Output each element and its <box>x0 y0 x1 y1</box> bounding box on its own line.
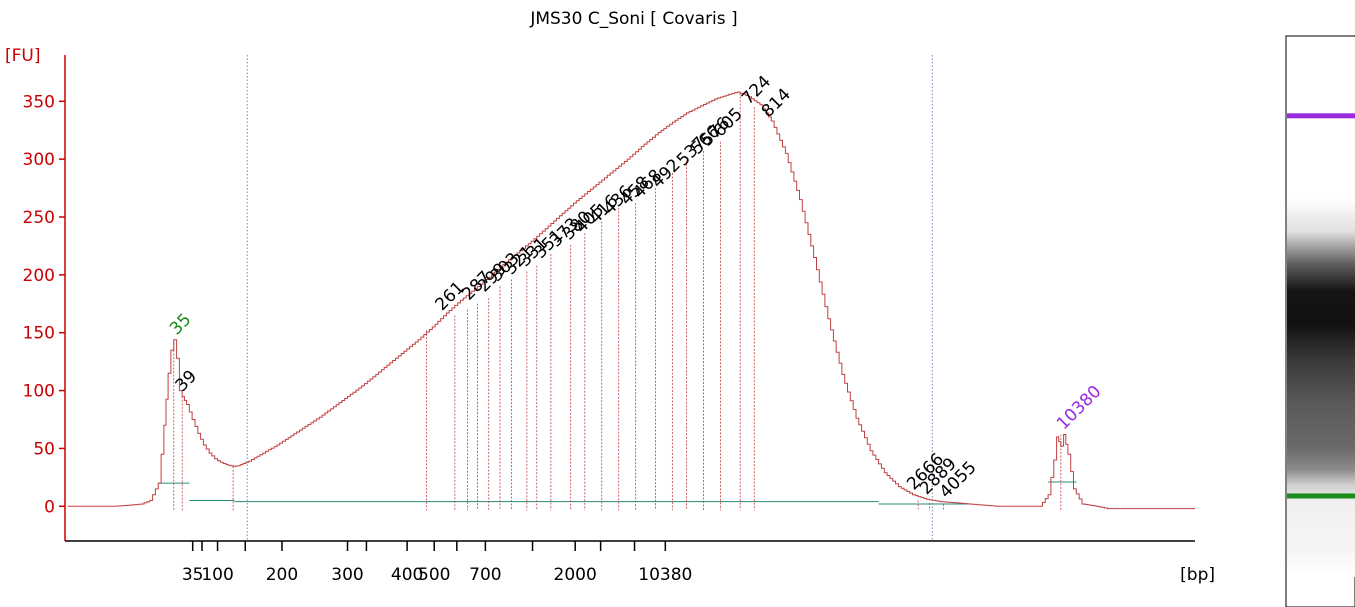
gel-lane <box>1285 35 1355 607</box>
chart-title: JMS30 C_Soni [ Covaris ] <box>529 9 737 29</box>
y-axis-label: [FU] <box>5 46 41 66</box>
y-tick-label: 200 <box>23 266 55 286</box>
gel-lane-image <box>1287 37 1355 577</box>
y-tick-label: 150 <box>23 324 55 344</box>
x-tick-label: 300 <box>331 565 363 585</box>
y-tick-label: 100 <box>23 382 55 402</box>
x-tick-label: 35 <box>182 565 204 585</box>
y-tick-label: 50 <box>33 439 55 459</box>
trace-line <box>67 91 1195 510</box>
x-tick-label: 400 <box>391 565 423 585</box>
x-tick-label: 500 <box>418 565 450 585</box>
gel-band-lower-marker <box>1287 493 1355 499</box>
gel-band-upper-marker <box>1287 113 1355 119</box>
x-axis-label: [bp] <box>1180 565 1215 585</box>
y-tick-label: 250 <box>23 208 55 228</box>
x-tick-label: 200 <box>266 565 298 585</box>
peak-label: 35 <box>166 310 195 339</box>
x-tick-label: 2000 <box>554 565 597 585</box>
y-tick-label: 350 <box>23 92 55 112</box>
y-tick-label: 0 <box>44 497 55 517</box>
x-tick-label: 700 <box>469 565 501 585</box>
peak-label: 39 <box>172 366 201 395</box>
peak-label: 10380 <box>1053 382 1105 434</box>
x-tick-label: 100 <box>201 565 233 585</box>
gel-bands <box>1287 113 1355 499</box>
x-tick-label: 10380 <box>638 565 692 585</box>
y-tick-label: 300 <box>23 150 55 170</box>
